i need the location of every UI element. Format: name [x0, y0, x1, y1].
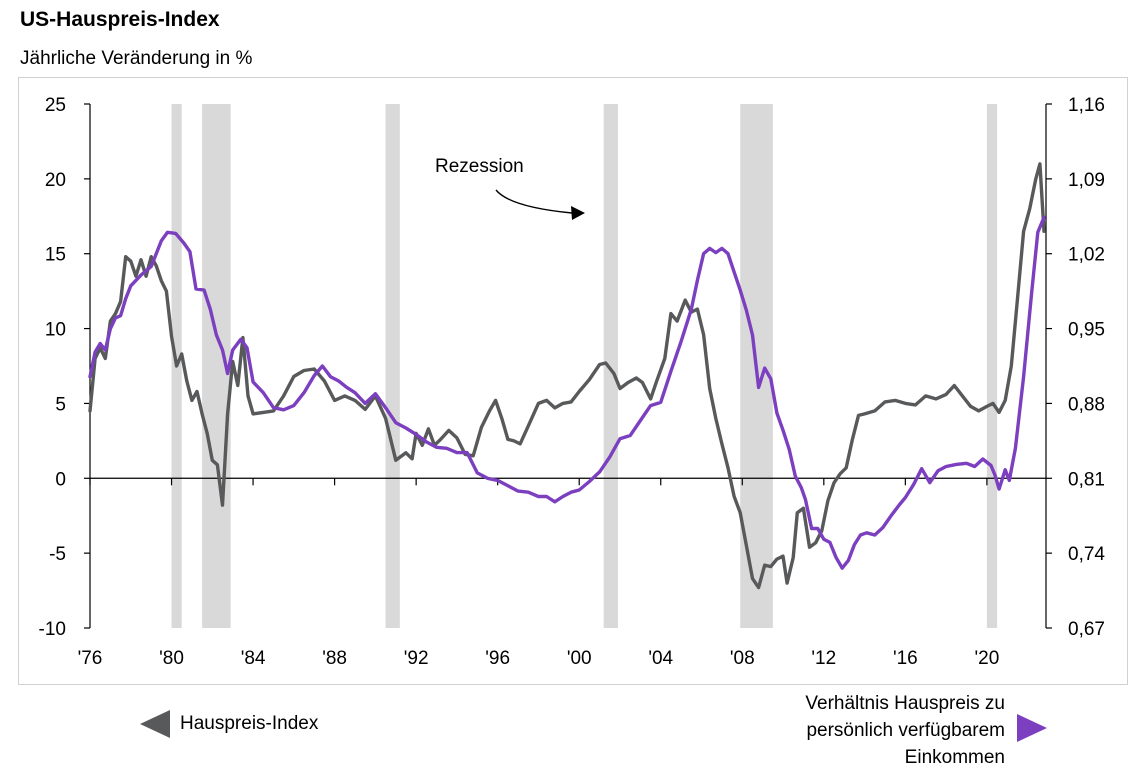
y-right-tick-label: 1,16: [1068, 95, 1105, 116]
legend-ratio-line2: persönlich verfügbarem: [806, 720, 1005, 741]
axes: -10 -5 0 5 10 15 20 25 0,67 0,74 0,81 0,88 0,95 1,02 1…: [39, 95, 1106, 669]
chart-subtitle: Jährliche Veränderung in %: [20, 48, 253, 69]
recession-band: [603, 104, 618, 628]
recession-bands: [171, 104, 998, 628]
legend-ratio-line3: Einkommen: [904, 747, 1005, 768]
y-right-tick-label: 0,88: [1068, 394, 1105, 415]
recession-annotation-label: Rezession: [435, 156, 524, 177]
x-tick-label: '92: [404, 648, 429, 669]
x-tick-label: '04: [648, 648, 673, 669]
recession-band: [385, 104, 400, 628]
y-left-tick-label: -5: [49, 544, 66, 565]
y-left-tick-label: 20: [45, 170, 66, 191]
legend-hpi: Hauspreis-Index: [140, 710, 318, 738]
x-tick-label: '08: [730, 648, 755, 669]
x-tick-label: '16: [893, 648, 918, 669]
annotation-arrow-head: [571, 206, 585, 220]
y-left-tick-label: 0: [55, 469, 66, 490]
x-tick-label: '84: [241, 648, 266, 669]
y-left-tick-label: 25: [45, 95, 66, 116]
y-right-tick-label: 1,02: [1068, 245, 1105, 266]
left-arrow-icon: [140, 710, 170, 738]
x-tick-label: '96: [485, 648, 510, 669]
right-arrow-icon: [1017, 714, 1047, 742]
y-right-tick-label: 0,67: [1068, 619, 1105, 640]
ratio-series-line: [88, 215, 1046, 570]
legend-hpi-label: Hauspreis-Index: [180, 713, 319, 734]
y-left-tick-label: 5: [55, 394, 66, 415]
chart-frame: [18, 77, 1128, 685]
y-right-tick-label: 0,95: [1068, 320, 1105, 341]
chart-svg: -10 -5 0 5 10 15 20 25 0,67 0,74 0,81 0,88 0,95 1,02 1…: [39, 95, 1106, 669]
series-lines: [88, 162, 1046, 590]
hpi-series-line: [88, 162, 1046, 590]
x-tick-label: '20: [975, 648, 1000, 669]
annotation-arrow-line: [495, 189, 573, 214]
recession-band: [986, 104, 998, 628]
x-tick-label: '88: [322, 648, 347, 669]
x-tick-label: '80: [159, 648, 184, 669]
legend-ratio-line1: Verhältnis Hauspreis zu: [805, 693, 1005, 714]
x-tick-label: '76: [78, 648, 103, 669]
y-right-tick-label: 0,74: [1068, 544, 1105, 565]
x-tick-label: '00: [567, 648, 592, 669]
legend-ratio: Verhältnis Hauspreis zu persönlich verfü…: [805, 690, 1047, 771]
y-right-tick-label: 1,09: [1068, 170, 1105, 191]
legend-ratio-label: Verhältnis Hauspreis zu persönlich verfü…: [805, 690, 1005, 771]
y-left-tick-label: -10: [39, 619, 66, 640]
y-left-tick-label: 10: [45, 320, 66, 341]
y-left-tick-label: 15: [45, 245, 66, 266]
annotation-group: Rezession: [435, 156, 585, 220]
y-right-tick-label: 0,81: [1068, 469, 1105, 490]
x-tick-label: '12: [811, 648, 836, 669]
chart-title: US-Hauspreis-Index: [20, 8, 220, 31]
